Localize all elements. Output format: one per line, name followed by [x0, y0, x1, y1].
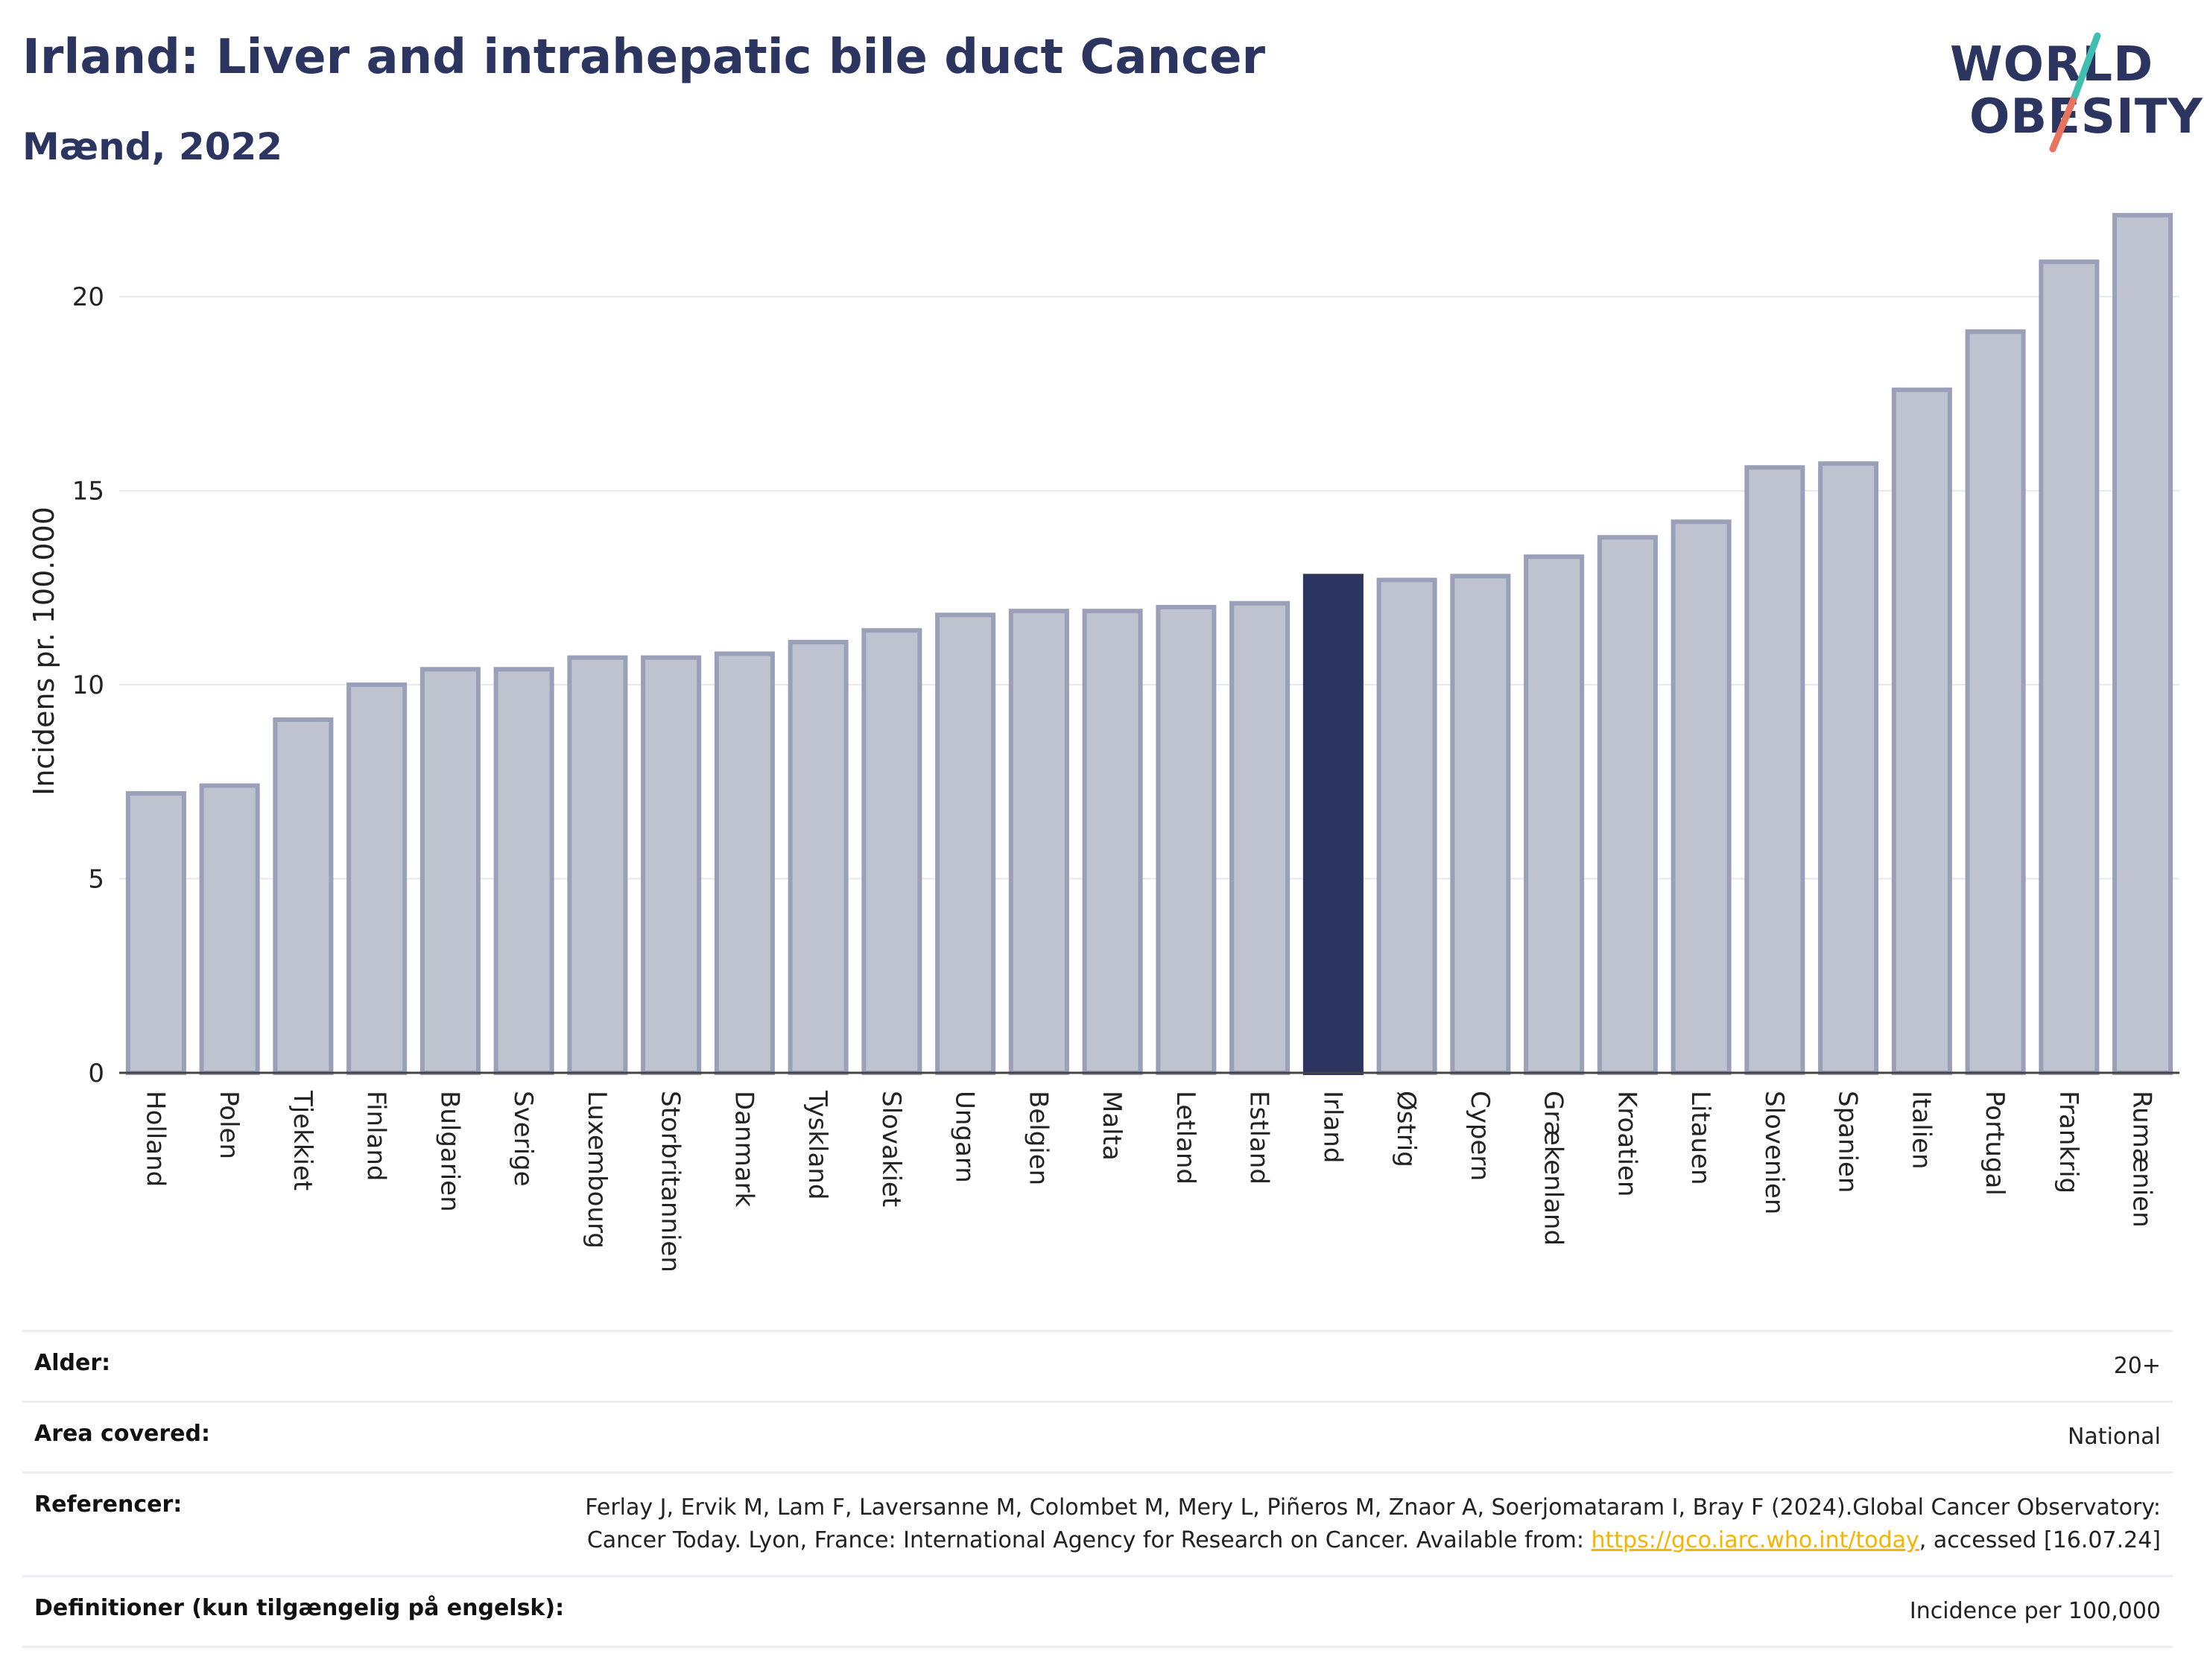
bar-polen [199, 783, 260, 1075]
x-tick-label: Estland [1244, 1091, 1274, 1185]
bar-danmark [714, 651, 775, 1075]
x-tick-label: Portugal [1980, 1091, 2010, 1196]
y-axis-label: Incidens pr. 100.000 [28, 507, 60, 796]
meta-row-definitions: Definitioner (kun tilgængelig på engelsk… [22, 1575, 2173, 1648]
x-tick-label: Luxembourg [582, 1091, 612, 1249]
x-tick-label: Sverige [508, 1091, 538, 1187]
x-tick-label: Litauen [1685, 1091, 1715, 1185]
x-tick-label: Irland [1317, 1091, 1347, 1163]
x-tick-label: Rumænien [2127, 1091, 2157, 1228]
bar-malta [1082, 609, 1143, 1075]
bar-belgien [1008, 609, 1069, 1075]
bar-luxembourg [567, 655, 628, 1075]
x-tick-label: Malta [1097, 1091, 1127, 1161]
x-tick-label: Østrig [1391, 1091, 1421, 1167]
x-tick-label: Danmark [729, 1091, 759, 1207]
meta-label: Area covered: [34, 1421, 210, 1447]
reference-link[interactable]: https://gco.iarc.who.int/today [1591, 1527, 1919, 1553]
bar-storbritannien [641, 655, 702, 1075]
bar-portugal [1965, 329, 2026, 1075]
meta-value: Ferlay J, Ervik M, Lam F, Laversanne M, … [507, 1492, 2161, 1557]
x-tick-label: Frankrig [2053, 1091, 2083, 1194]
meta-value: Incidence per 100,000 [1909, 1598, 2161, 1624]
bar-italien [1891, 387, 1952, 1075]
reference-accessed: , accessed [16.07.24] [1919, 1527, 2161, 1553]
bar-letland [1156, 604, 1217, 1075]
bar-chart: 0 5 10 15 20 Incidens pr. 100.000 Holland Polen… [28, 212, 2179, 1272]
x-tick-label: Italien [1906, 1091, 1936, 1170]
x-tick-label: Finland [361, 1091, 391, 1182]
meta-label: Definitioner (kun tilgængelig på engelsk… [34, 1595, 565, 1621]
y-tick-label: 20 [72, 282, 104, 312]
bar-tyskland [788, 639, 849, 1075]
meta-label: Referencer: [34, 1492, 183, 1518]
meta-row-references: Referencer: Ferlay J, Ervik M, Lam F, La… [22, 1471, 2173, 1575]
x-tick-label: Kroatien [1612, 1091, 1641, 1196]
bar-finland [346, 682, 408, 1075]
x-tick-label: Grækenland [1539, 1091, 1568, 1246]
x-tick-label: Storbritannien [656, 1091, 685, 1272]
bar-kroatien [1597, 535, 1658, 1075]
x-tick-label: Cypern [1465, 1091, 1495, 1181]
x-tick-label: Holland [140, 1091, 170, 1187]
logo-line-2: OBESITY [1969, 89, 2203, 145]
x-tick-label: Slovenien [1759, 1091, 1789, 1214]
bar-bulgarien [419, 667, 481, 1075]
bar-litauen [1671, 519, 1732, 1075]
x-tick-label: Polen [214, 1091, 244, 1159]
x-tick-label: Ungarn [950, 1091, 980, 1183]
x-tick-label: Slovakiet [876, 1091, 906, 1207]
logo-line-1: WORLD [1950, 37, 2154, 92]
y-tick-label: 5 [88, 865, 104, 895]
bar-holland [125, 790, 186, 1075]
x-tick-label: Tyskland [802, 1090, 832, 1199]
meta-row-age: Alder: 20+ [22, 1330, 2173, 1401]
bar-tjekkiet [273, 717, 334, 1075]
bar-sverige [493, 667, 554, 1075]
x-tick-label: Belgien [1023, 1091, 1053, 1185]
metadata-table: Alder: 20+ Area covered: National Refere… [22, 1330, 2173, 1648]
world-obesity-logo: WORLD OBESITY [1941, 30, 2203, 156]
bar-rumænien [2112, 212, 2173, 1075]
x-tick-label: Letland [1171, 1091, 1200, 1185]
bar-østrig [1376, 577, 1437, 1075]
meta-value: 20+ [2113, 1353, 2161, 1379]
x-tick-label: Bulgarien [434, 1091, 464, 1212]
bar-ungarn [935, 612, 996, 1075]
chart-subtitle: Mænd, 2022 [22, 125, 283, 168]
x-tick-label: Tjekkiet [288, 1090, 317, 1191]
y-tick-label: 10 [72, 671, 104, 700]
meta-label: Alder: [34, 1350, 111, 1376]
meta-row-area: Area covered: National [22, 1401, 2173, 1471]
logo-slash-icon [2049, 32, 2101, 153]
bar-estland [1229, 600, 1291, 1075]
y-tick-label: 15 [72, 477, 104, 507]
y-tick-label: 0 [88, 1059, 104, 1088]
bar-cypern [1450, 574, 1511, 1075]
bar-slovenien [1744, 465, 1805, 1075]
bar-spanien [1818, 461, 1879, 1075]
chart-title: Irland: Liver and intrahepatic bile duct… [22, 30, 1266, 85]
x-tick-label: Spanien [1833, 1091, 1863, 1193]
reference-text: Ferlay J, Ervik M, Lam F, Laversanne M, … [585, 1494, 2161, 1553]
meta-value: National [2067, 1424, 2161, 1450]
bar-grækenland [1524, 554, 1585, 1075]
bar-slovakiet [861, 628, 922, 1075]
bar-irland [1302, 574, 1364, 1075]
bar-frankrig [2039, 259, 2100, 1076]
